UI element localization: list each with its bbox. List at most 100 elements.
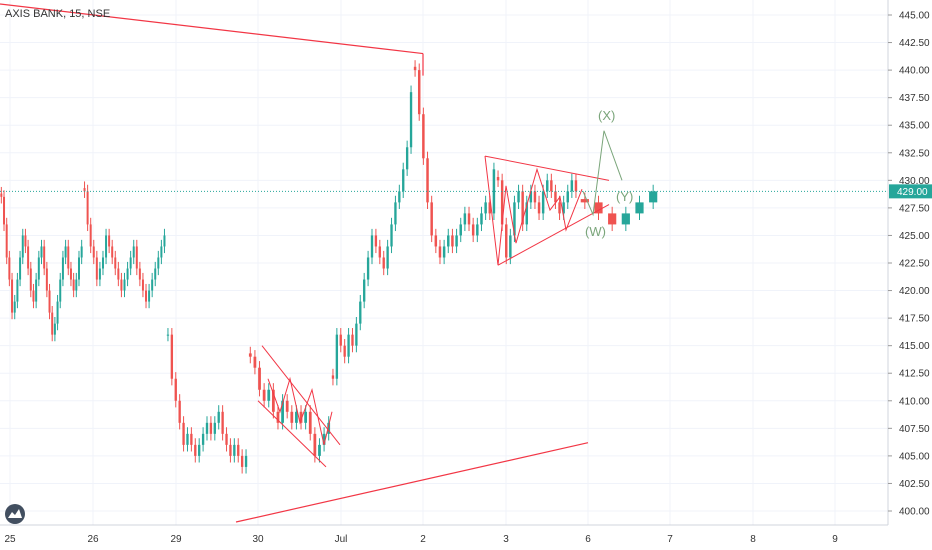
candle-body (574, 180, 578, 192)
wave-label-y[interactable]: (Y) (616, 189, 633, 204)
candle-body (72, 279, 75, 291)
candle-body (160, 246, 163, 258)
candle-body (229, 444, 232, 456)
candle-body (322, 433, 326, 445)
candle-body (182, 422, 185, 445)
candle-body (262, 389, 266, 401)
triangle-waves[interactable] (484, 156, 583, 266)
candle-body (438, 246, 442, 258)
candle-body (327, 422, 331, 434)
candle-body (442, 246, 446, 258)
candle-body (98, 268, 101, 280)
price-tick-label: 410.00 (899, 396, 930, 407)
candle-body (550, 180, 553, 192)
candle-body (101, 257, 104, 269)
candle-body (492, 169, 496, 214)
flag-channel-lower[interactable] (257, 400, 327, 468)
candle-body (594, 202, 603, 214)
time-tick-label: 25 (4, 534, 16, 545)
candle-body (459, 224, 462, 236)
candle-body (61, 257, 64, 280)
time-tick-label: Jul (335, 534, 348, 545)
candle-body (45, 268, 48, 291)
time-tick-label: 7 (667, 534, 673, 545)
candle-body (621, 213, 630, 225)
triangle-lower[interactable] (497, 204, 610, 266)
candle-body (496, 177, 500, 181)
candle-body (157, 257, 160, 269)
price-tick-label: 420.00 (899, 286, 930, 297)
tradingview-logo-icon[interactable] (4, 503, 26, 525)
candle-body (213, 422, 216, 434)
price-tick-label: 445.00 (899, 11, 930, 22)
candle-body (308, 411, 312, 434)
candle-body (476, 224, 479, 236)
flag-zigzag[interactable] (267, 376, 333, 445)
candle-body (105, 235, 108, 258)
candle-body (580, 199, 589, 203)
candle-body (64, 246, 67, 258)
price-tick-label: 422.50 (899, 259, 930, 270)
candle-body (271, 389, 275, 412)
candle-body (635, 202, 644, 214)
candle-body (126, 268, 129, 280)
candle-body (27, 246, 30, 269)
candle-body (135, 246, 138, 269)
candle-body (83, 188, 86, 192)
candle-body (48, 290, 51, 313)
candle-body (488, 202, 492, 214)
candle-body (89, 224, 92, 247)
candle-body (69, 268, 72, 280)
drawing-tools[interactable]: (X) (Y) (W) (0, 3, 633, 523)
time-tick-label: 8 (750, 534, 756, 545)
trend-line[interactable] (0, 3, 424, 55)
candle-body (240, 455, 244, 467)
wave-label-x[interactable]: (X) (598, 108, 615, 123)
candle-body (529, 191, 533, 203)
candle-body (8, 257, 11, 280)
candle-body (267, 389, 271, 401)
candle-body (233, 444, 236, 456)
candle-body (129, 257, 132, 269)
candle-body (447, 235, 450, 247)
candle-body (546, 180, 549, 192)
wave-label-w[interactable]: (W) (585, 224, 606, 239)
candle-body (151, 279, 154, 291)
candle-body (24, 235, 27, 247)
candle-body (77, 257, 80, 280)
candle-body (290, 411, 294, 423)
candle-body (480, 213, 483, 225)
trend-line[interactable] (235, 442, 589, 523)
price-tick-label: 412.50 (899, 369, 930, 380)
candle-body (108, 235, 111, 247)
candle-body (248, 353, 252, 357)
candle-body (225, 433, 228, 445)
triangle-upper[interactable] (484, 155, 610, 181)
candle-body (398, 191, 401, 203)
price-tick-label: 400.00 (899, 507, 930, 518)
candle-body (405, 147, 409, 170)
candle-body (13, 301, 16, 313)
candle-body (517, 191, 520, 203)
candles-layer (0, 60, 658, 474)
candle-body (484, 202, 487, 214)
axis-corner (888, 525, 932, 550)
candle-body (402, 169, 405, 192)
candle-body (363, 279, 366, 302)
candle-body (174, 378, 177, 401)
candle-body (40, 246, 43, 258)
candle-body (244, 455, 248, 467)
candle-body (117, 268, 120, 280)
candle-body (281, 400, 284, 423)
candle-body (422, 114, 425, 159)
wave-projection[interactable] (582, 130, 623, 217)
candle-body (299, 411, 303, 423)
candle-body (148, 290, 151, 302)
candle-body (541, 191, 545, 214)
candle-body (53, 323, 56, 335)
flag-channel-upper[interactable] (261, 345, 341, 446)
price-tick-label: 430.00 (899, 176, 930, 187)
candle-body (382, 257, 385, 269)
